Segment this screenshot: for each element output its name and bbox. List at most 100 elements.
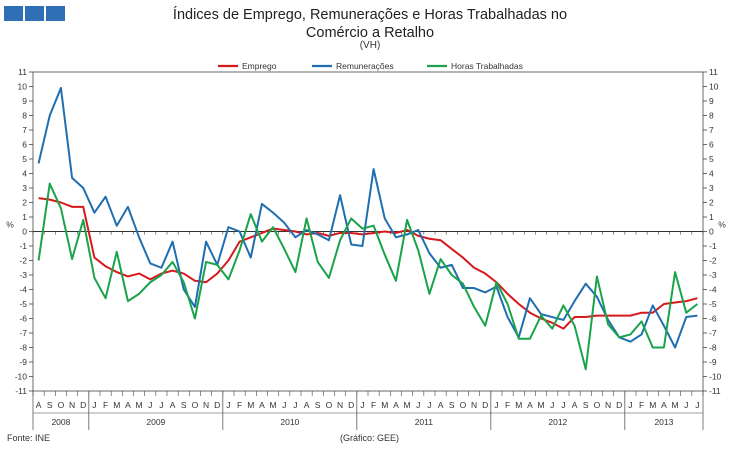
x-tick-label: A xyxy=(259,400,265,410)
year-label: 2012 xyxy=(548,417,567,427)
x-tick-label: A xyxy=(438,400,444,410)
x-tick-label: M xyxy=(381,400,388,410)
y-tick-label-right: -7 xyxy=(709,328,717,338)
x-tick-label: A xyxy=(304,400,310,410)
y-tick-label-left: -2 xyxy=(19,256,27,266)
x-tick-label: S xyxy=(583,400,589,410)
y-axis-label-right: % xyxy=(718,219,726,229)
x-tick-label: D xyxy=(482,400,488,410)
y-tick-label-left: 7 xyxy=(22,125,27,135)
x-tick-label: S xyxy=(47,400,53,410)
y-tick-label-right: 7 xyxy=(709,125,714,135)
x-tick-label: F xyxy=(639,400,644,410)
x-tick-label: D xyxy=(616,400,622,410)
x-tick-label: A xyxy=(125,400,131,410)
x-tick-label: N xyxy=(471,400,477,410)
x-tick-label: N xyxy=(605,400,611,410)
y-tick-label-right: 10 xyxy=(709,82,719,92)
x-tick-label: J xyxy=(416,400,420,410)
y-tick-label-right: 6 xyxy=(709,140,714,150)
x-tick-label: F xyxy=(237,400,242,410)
y-tick-label-right: 0 xyxy=(709,227,714,237)
y-tick-label-left: 5 xyxy=(22,154,27,164)
y-tick-label-left: -8 xyxy=(19,343,27,353)
x-tick-label: J xyxy=(226,400,230,410)
y-tick-label-right: 5 xyxy=(709,154,714,164)
x-tick-label: N xyxy=(337,400,343,410)
y-tick-label-left: 0 xyxy=(22,227,27,237)
y-tick-label-left: -6 xyxy=(19,314,27,324)
y-tick-label-left: 4 xyxy=(22,169,27,179)
x-tick-label: A xyxy=(661,400,667,410)
x-tick-label: M xyxy=(515,400,522,410)
y-tick-label-right: 11 xyxy=(709,67,718,77)
y-tick-label-left: -1 xyxy=(19,241,27,251)
y-tick-label-left: 10 xyxy=(18,82,28,92)
x-tick-label: M xyxy=(136,400,143,410)
x-tick-label: J xyxy=(561,400,565,410)
legend-label: Remunerações xyxy=(336,61,394,71)
y-tick-label-right: 3 xyxy=(709,183,714,193)
x-tick-label: J xyxy=(159,400,163,410)
legend-label: Horas Trabalhadas xyxy=(451,61,523,71)
x-tick-label: S xyxy=(181,400,187,410)
chart-subtitle: (VH) xyxy=(359,40,381,51)
x-tick-label: N xyxy=(69,400,75,410)
y-tick-label-left: -5 xyxy=(19,299,27,309)
x-tick-label: S xyxy=(315,400,321,410)
x-tick-label: J xyxy=(282,400,286,410)
x-tick-label: D xyxy=(80,400,86,410)
series-line-emprego xyxy=(38,197,698,330)
x-tick-label: F xyxy=(371,400,376,410)
year-label: 2013 xyxy=(654,417,673,427)
series-line-horas-trabalhadas xyxy=(37,182,699,371)
y-tick-label-right: 1 xyxy=(709,212,714,222)
y-tick-label-right: -8 xyxy=(709,343,717,353)
x-tick-label: A xyxy=(170,400,176,410)
year-label: 2010 xyxy=(280,417,299,427)
x-tick-label: D xyxy=(348,400,354,410)
x-tick-label: M xyxy=(649,400,656,410)
x-tick-label: O xyxy=(192,400,199,410)
y-tick-label-left: 6 xyxy=(22,140,27,150)
brand-logo xyxy=(4,6,67,26)
y-tick-label-right: -11 xyxy=(709,386,721,396)
y-tick-label-right: 2 xyxy=(709,198,714,208)
x-tick-label: J xyxy=(148,400,152,410)
x-tick-label: M xyxy=(538,400,545,410)
x-tick-label: M xyxy=(113,400,120,410)
x-tick-label: A xyxy=(527,400,533,410)
x-tick-label: M xyxy=(247,400,254,410)
x-tick-label: J xyxy=(550,400,554,410)
x-tick-label: J xyxy=(695,400,699,410)
legend-label: Emprego xyxy=(242,61,277,71)
x-tick-label: J xyxy=(427,400,431,410)
y-tick-label-left: -7 xyxy=(19,328,27,338)
y-tick-label-left: -11 xyxy=(15,386,27,396)
y-tick-label-right: -4 xyxy=(709,285,717,295)
x-tick-label: J xyxy=(494,400,498,410)
x-tick-label: M xyxy=(404,400,411,410)
y-tick-label-left: 11 xyxy=(18,67,27,77)
x-tick-label: D xyxy=(214,400,220,410)
year-label: 2008 xyxy=(51,417,70,427)
y-tick-label-left: 1 xyxy=(22,212,27,222)
x-tick-label: A xyxy=(36,400,42,410)
x-tick-label: O xyxy=(326,400,333,410)
y-tick-label-left: 3 xyxy=(22,183,27,193)
y-tick-label-left: -3 xyxy=(19,270,27,280)
chart-title: Índices de Emprego, Remunerações e Horas… xyxy=(172,7,568,41)
x-tick-label: A xyxy=(572,400,578,410)
y-tick-label-right: -5 xyxy=(709,299,717,309)
x-tick-label: M xyxy=(672,400,679,410)
series-line-remunera-es xyxy=(37,86,698,349)
logo-square xyxy=(25,6,44,21)
x-tick-label: S xyxy=(449,400,455,410)
x-tick-label: A xyxy=(393,400,399,410)
x-tick-label: O xyxy=(594,400,601,410)
year-label: 2009 xyxy=(146,417,165,427)
x-tick-label: J xyxy=(684,400,688,410)
y-tick-label-left: -9 xyxy=(19,357,27,367)
y-tick-label-right: 8 xyxy=(709,111,714,121)
